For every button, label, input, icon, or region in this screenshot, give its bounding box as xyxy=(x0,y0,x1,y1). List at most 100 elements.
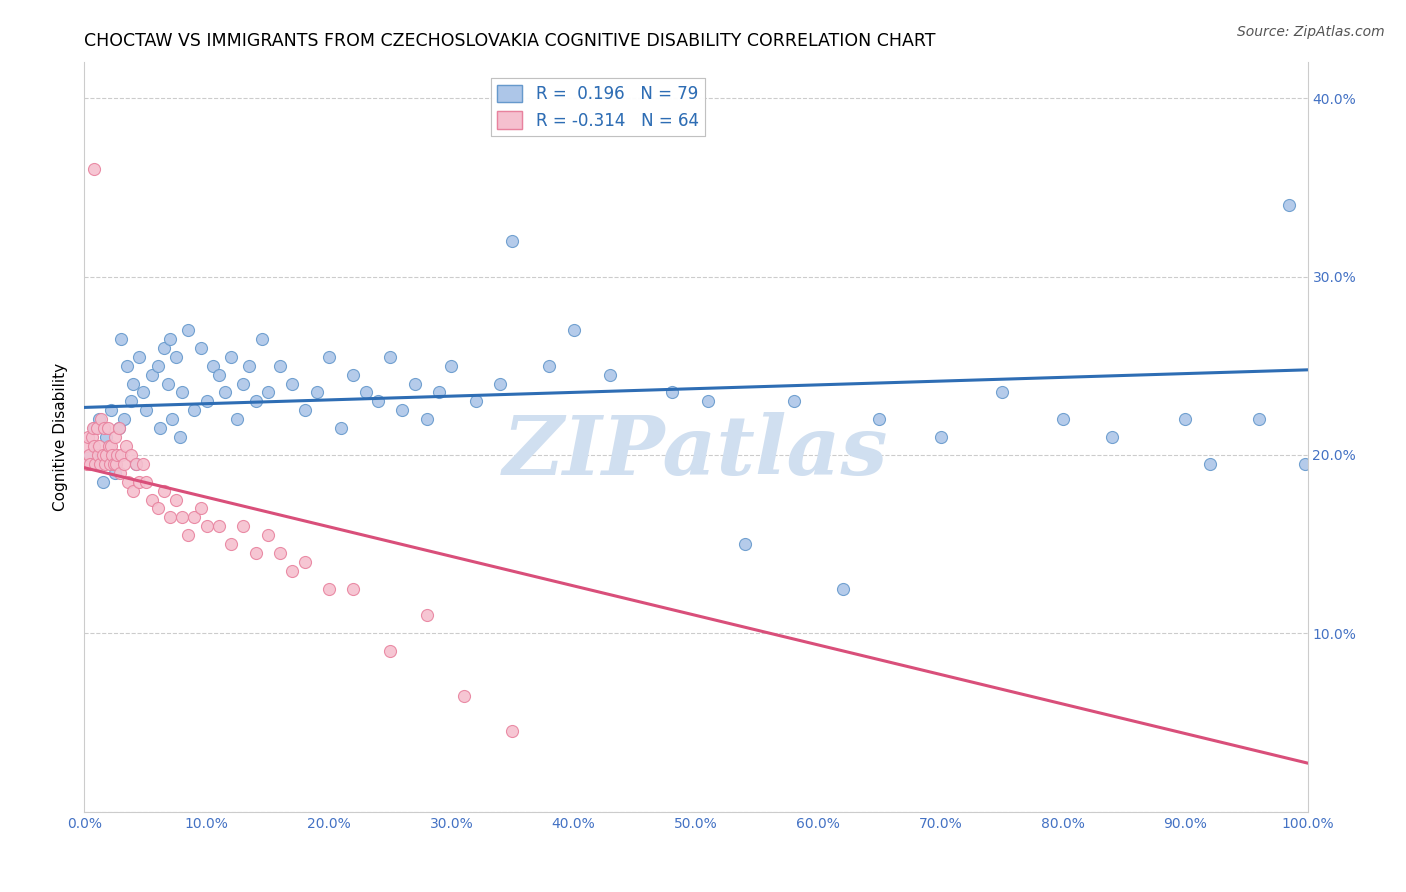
Point xyxy=(156,376,179,391)
Point xyxy=(208,368,231,382)
Point xyxy=(281,564,304,578)
Point xyxy=(318,350,340,364)
Point xyxy=(100,439,122,453)
Point xyxy=(97,421,120,435)
Point xyxy=(98,457,121,471)
Point xyxy=(141,368,163,382)
Point xyxy=(89,457,111,471)
Point xyxy=(380,350,402,364)
Point xyxy=(831,582,853,596)
Point xyxy=(96,448,118,462)
Point xyxy=(146,501,169,516)
Point xyxy=(929,430,952,444)
Point xyxy=(79,448,101,462)
Point xyxy=(661,385,683,400)
Point xyxy=(172,385,194,400)
Point xyxy=(96,430,118,444)
Point xyxy=(183,510,205,524)
Point xyxy=(103,457,125,471)
Point xyxy=(219,537,242,551)
Point xyxy=(110,332,132,346)
Point xyxy=(93,421,115,435)
Point xyxy=(122,376,145,391)
Point xyxy=(87,439,110,453)
Point xyxy=(257,528,280,542)
Point xyxy=(122,483,145,498)
Point xyxy=(153,483,176,498)
Point xyxy=(869,412,891,426)
Point xyxy=(1278,198,1301,212)
Point xyxy=(135,403,157,417)
Point xyxy=(75,439,97,453)
Point xyxy=(83,421,105,435)
Point xyxy=(294,403,316,417)
Point xyxy=(112,457,135,471)
Point xyxy=(132,457,155,471)
Point xyxy=(269,359,291,373)
Point xyxy=(128,475,150,489)
Point xyxy=(318,582,340,596)
Point xyxy=(112,412,135,426)
Point xyxy=(502,234,524,248)
Point xyxy=(562,323,585,337)
Point xyxy=(269,546,291,560)
Point xyxy=(83,439,105,453)
Point xyxy=(367,394,389,409)
Point xyxy=(169,430,191,444)
Point xyxy=(380,644,402,658)
Text: Source: ZipAtlas.com: Source: ZipAtlas.com xyxy=(1237,25,1385,39)
Point xyxy=(734,537,756,551)
Legend: R =  0.196   N = 79, R = -0.314   N = 64: R = 0.196 N = 79, R = -0.314 N = 64 xyxy=(491,78,706,136)
Point xyxy=(190,341,212,355)
Point xyxy=(117,475,139,489)
Point xyxy=(165,492,187,507)
Point xyxy=(1174,412,1197,426)
Point xyxy=(90,412,112,426)
Point xyxy=(1198,457,1220,471)
Point xyxy=(219,350,242,364)
Point xyxy=(110,448,132,462)
Point xyxy=(538,359,561,373)
Point xyxy=(82,421,104,435)
Point xyxy=(105,457,128,471)
Point xyxy=(281,376,304,391)
Point xyxy=(125,457,148,471)
Point xyxy=(149,421,172,435)
Point xyxy=(115,439,138,453)
Point xyxy=(132,385,155,400)
Point xyxy=(783,394,806,409)
Point xyxy=(416,608,439,623)
Point xyxy=(183,403,205,417)
Point xyxy=(80,430,103,444)
Point xyxy=(104,466,127,480)
Text: ZIPatlas: ZIPatlas xyxy=(503,412,889,492)
Point xyxy=(125,457,148,471)
Point xyxy=(416,412,439,426)
Point xyxy=(159,332,181,346)
Point xyxy=(257,385,280,400)
Point xyxy=(502,724,524,739)
Point xyxy=(391,403,413,417)
Point xyxy=(177,323,200,337)
Point xyxy=(245,546,267,560)
Point xyxy=(697,394,720,409)
Point xyxy=(79,457,101,471)
Point xyxy=(453,689,475,703)
Point xyxy=(105,448,128,462)
Point xyxy=(141,492,163,507)
Point xyxy=(208,519,231,533)
Point xyxy=(599,368,621,382)
Point xyxy=(153,341,176,355)
Point xyxy=(342,368,364,382)
Point xyxy=(330,421,353,435)
Point xyxy=(245,394,267,409)
Point xyxy=(162,412,184,426)
Point xyxy=(464,394,486,409)
Point xyxy=(294,555,316,569)
Point xyxy=(1052,412,1074,426)
Point xyxy=(101,448,124,462)
Text: CHOCTAW VS IMMIGRANTS FROM CZECHOSLOVAKIA COGNITIVE DISABILITY CORRELATION CHART: CHOCTAW VS IMMIGRANTS FROM CZECHOSLOVAKI… xyxy=(84,32,936,50)
Point xyxy=(159,510,181,524)
Point xyxy=(232,376,254,391)
Point xyxy=(115,359,138,373)
